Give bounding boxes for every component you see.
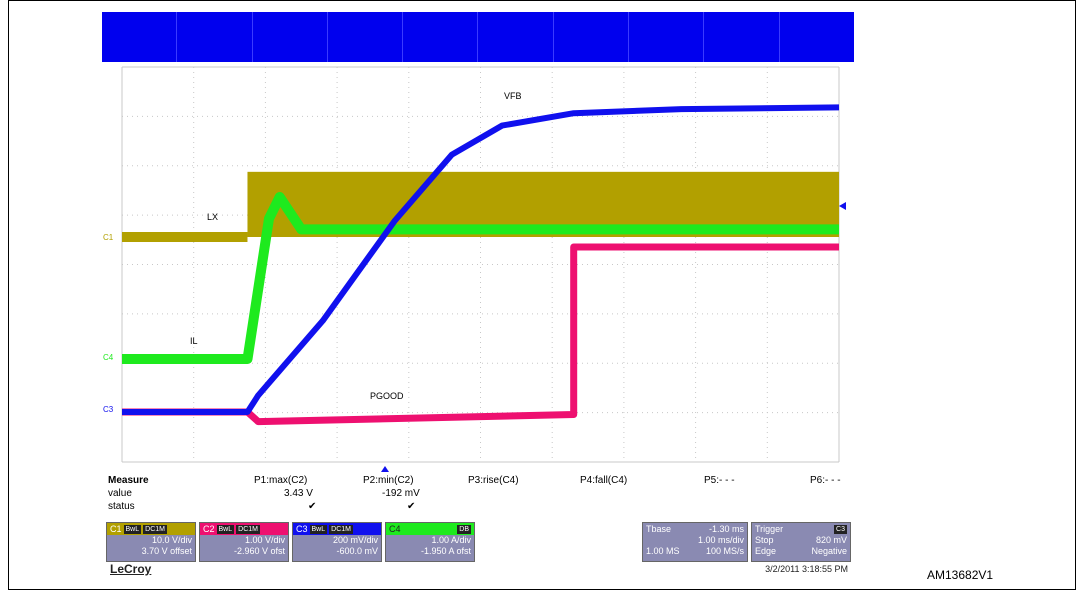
coupling-tag: DB: [457, 524, 471, 534]
param-name-p4[interactable]: P4:fall(C4): [580, 475, 628, 486]
lecroy-logo: LeCroy: [110, 562, 152, 576]
channel-box-c1[interactable]: C1 BwL DC1M 10.0 V/div 3.70 V offset: [106, 522, 196, 562]
figure-reference: AM13682V1: [927, 568, 994, 582]
channel-id: C1: [110, 524, 122, 534]
trigger-label: Trigger: [755, 524, 784, 534]
bwl-tag: BwL: [123, 524, 142, 534]
waveform-plot: LX IL VFB PGOOD C1 C4 C3: [102, 62, 854, 472]
coupling-tag: DC1M: [236, 524, 260, 534]
menu-cell[interactable]: [478, 12, 554, 62]
series-pgood-line: [122, 243, 839, 426]
menu-cell[interactable]: [177, 12, 253, 62]
channel-marker-c3: C3: [103, 405, 114, 414]
channel-vdiv: 1.00 A/div: [431, 535, 471, 545]
lx-baseline: [122, 232, 248, 242]
param-name-p6[interactable]: P6:- - -: [810, 475, 841, 486]
param-status-p2: ✔: [407, 501, 416, 512]
trigger-box[interactable]: Trigger C3 Stop 820 mV Edge Negative: [751, 522, 851, 562]
menu-cell[interactable]: [780, 12, 854, 62]
trigger-level: 820 mV: [815, 535, 847, 545]
trigger-type: Edge: [755, 546, 777, 556]
scope-footer: LeCroy 3/2/2011 3:18:55 PM: [102, 562, 854, 578]
trigger-time-marker: [381, 466, 389, 472]
label-il: IL: [190, 336, 198, 346]
trigger-level-marker: [839, 202, 846, 210]
channel-offset: -1.950 A ofst: [420, 546, 471, 556]
channel-vdiv: 200 mV/div: [332, 535, 378, 545]
bwl-tag: BwL: [216, 524, 235, 534]
label-pgood: PGOOD: [370, 391, 404, 401]
param-name-p5[interactable]: P5:- - -: [704, 475, 735, 486]
trigger-slope: Negative: [811, 546, 847, 556]
channel-box-c2[interactable]: C2 BwL DC1M 1.00 V/div -2.960 V ofst: [199, 522, 289, 562]
coupling-tag: DC1M: [143, 524, 167, 534]
trigger-channel: C3: [834, 524, 847, 534]
channel-marker-c4: C4: [103, 353, 114, 362]
channel-offset: -2.960 V ofst: [233, 546, 285, 556]
measure-heading: Measure: [108, 475, 149, 486]
param-name-p2[interactable]: P2:min(C2): [363, 475, 414, 486]
timebase-label: Tbase: [646, 524, 672, 534]
param-value-p2: -192 mV: [382, 488, 420, 499]
trigger-mode: Stop: [755, 535, 774, 545]
channel-box-c4[interactable]: C4 DB 1.00 A/div -1.950 A ofst: [385, 522, 475, 562]
label-vfb: VFB: [504, 91, 522, 101]
timebase-box[interactable]: Tbase -1.30 ms 1.00 ms/div 1.00 MS 100 M…: [642, 522, 748, 562]
menu-cell[interactable]: [403, 12, 479, 62]
timestamp: 3/2/2011 3:18:55 PM: [765, 564, 848, 574]
channel-offset: -600.0 mV: [336, 546, 378, 556]
oscilloscope-screen: LX IL VFB PGOOD C1 C4 C3 Measure P1:max(C2) P2…: [102, 12, 854, 578]
measure-panel: Measure P1:max(C2) P2:min(C2) P3:rise(C4…: [102, 472, 854, 522]
coupling-tag: DC1M: [329, 524, 353, 534]
channel-panel: C1 BwL DC1M 10.0 V/div 3.70 V offset C2 …: [102, 522, 854, 562]
channel-vdiv: 10.0 V/div: [151, 535, 192, 545]
waveform-svg: LX IL VFB PGOOD C1 C4 C3: [103, 66, 846, 472]
timebase-value: -1.30 ms: [708, 524, 744, 534]
channel-offset: 3.70 V offset: [141, 546, 192, 556]
menu-cell[interactable]: [102, 12, 178, 62]
channel-id: C4: [389, 524, 401, 534]
timebase-div: 1.00 ms/div: [697, 535, 744, 545]
menu-cell[interactable]: [554, 12, 630, 62]
measure-row-value: value: [108, 488, 132, 499]
measure-row-status: status: [108, 501, 135, 512]
menu-cell[interactable]: [629, 12, 705, 62]
menu-cell[interactable]: [704, 12, 780, 62]
channel-marker-c1: C1: [103, 233, 114, 242]
figure-frame: LX IL VFB PGOOD C1 C4 C3 Measure P1:max(C2) P2…: [8, 0, 1076, 590]
channel-vdiv: 1.00 V/div: [244, 535, 285, 545]
param-name-p1[interactable]: P1:max(C2): [254, 475, 308, 486]
param-name-p3[interactable]: P3:rise(C4): [468, 475, 519, 486]
channel-id: C2: [203, 524, 215, 534]
timebase-rate: 100 MS/s: [705, 546, 744, 556]
menu-cell[interactable]: [253, 12, 328, 62]
channel-box-c3[interactable]: C3 BwL DC1M 200 mV/div -600.0 mV: [292, 522, 382, 562]
channel-id: C3: [296, 524, 308, 534]
bwl-tag: BwL: [309, 524, 328, 534]
series-vfb-line: [122, 104, 840, 415]
label-lx: LX: [207, 212, 218, 222]
param-status-p1: ✔: [308, 501, 317, 512]
scope-menu-bar: [102, 12, 854, 62]
menu-cell[interactable]: [328, 12, 404, 62]
timebase-mem: 1.00 MS: [646, 546, 680, 556]
param-value-p1: 3.43 V: [284, 488, 313, 499]
